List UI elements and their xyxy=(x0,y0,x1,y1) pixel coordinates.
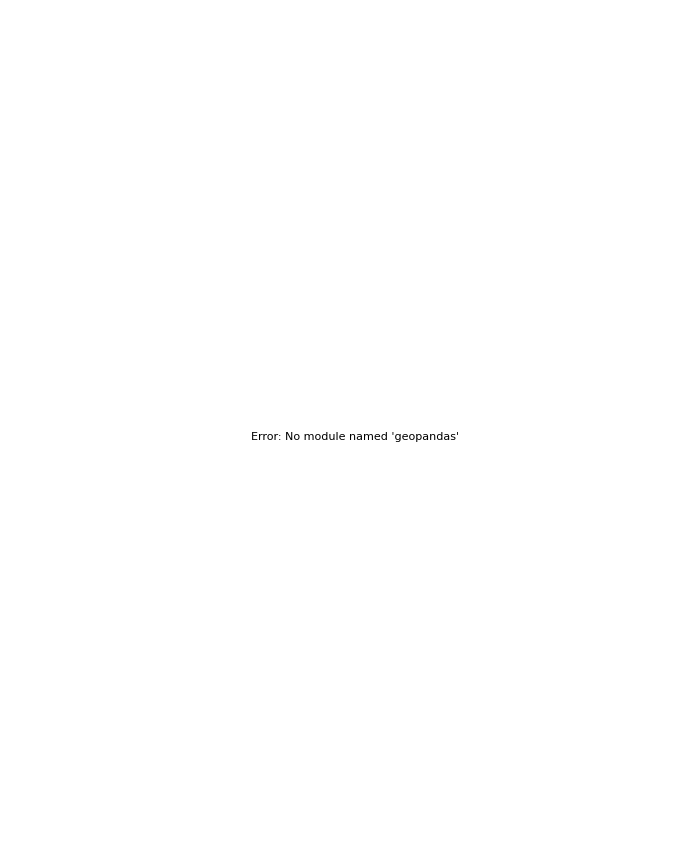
Text: Error: No module named 'geopandas': Error: No module named 'geopandas' xyxy=(251,432,459,442)
